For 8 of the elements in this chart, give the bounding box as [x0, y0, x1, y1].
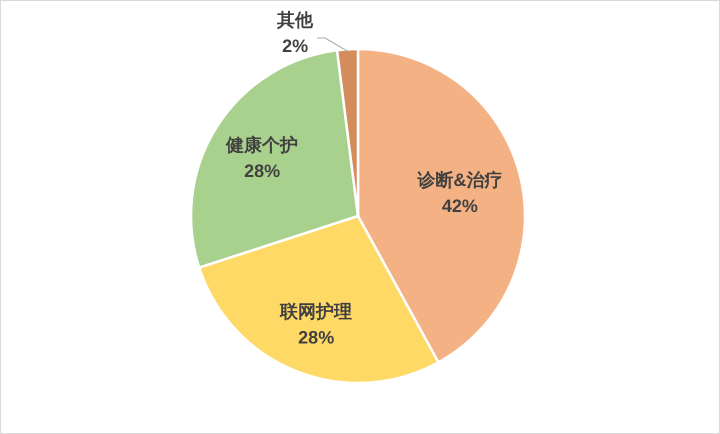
- slice-label: 诊断&治疗: [416, 170, 502, 190]
- slice-label: 健康个护: [225, 135, 298, 156]
- data-label: 42%: [442, 196, 478, 216]
- data-label: 2%: [282, 36, 308, 56]
- slice-label: 其他: [276, 10, 314, 30]
- data-label: 28%: [244, 161, 280, 182]
- data-label: 28%: [298, 328, 334, 348]
- slice-label: 联网护理: [279, 302, 352, 322]
